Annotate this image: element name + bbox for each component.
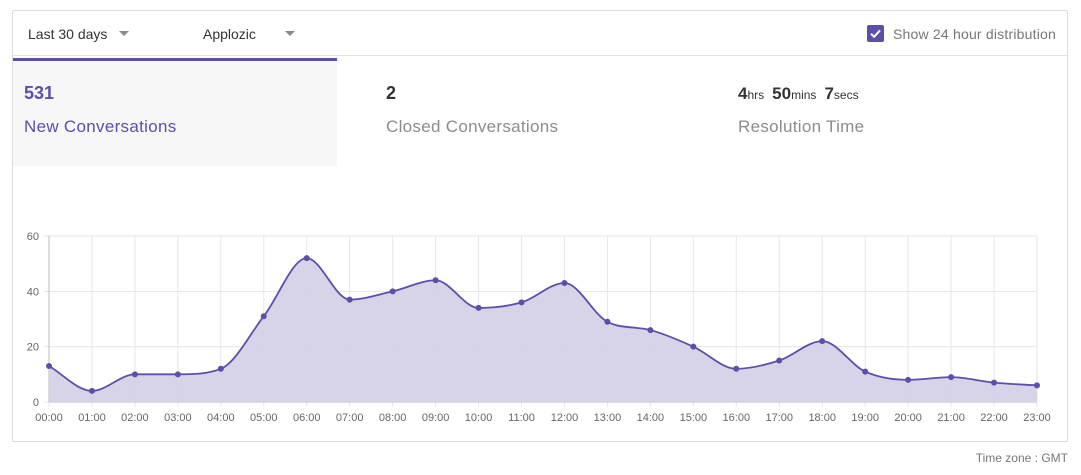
x-tick-label: 23:00 xyxy=(1023,412,1051,424)
x-tick-label: 11:00 xyxy=(508,412,535,424)
resolution-mins-unit: mins xyxy=(791,88,817,102)
data-point xyxy=(991,379,998,386)
x-tick-label: 07:00 xyxy=(336,412,364,424)
distribution-toggle[interactable]: Show 24 hour distribution xyxy=(867,11,1056,56)
data-point xyxy=(819,338,826,345)
x-tick-label: 15:00 xyxy=(680,412,708,424)
x-tick-label: 13:00 xyxy=(594,412,622,424)
data-point xyxy=(905,376,912,383)
y-tick-label: 60 xyxy=(27,231,39,243)
new-conversations-value: 531 xyxy=(24,83,55,103)
data-point xyxy=(389,288,396,295)
x-tick-label: 06:00 xyxy=(293,412,321,424)
x-tick-label: 20:00 xyxy=(894,412,922,424)
x-tick-label: 01:00 xyxy=(78,412,106,424)
new-conversations-label: New Conversations xyxy=(24,117,177,136)
data-point xyxy=(604,318,611,325)
closed-conversations-label: Closed Conversations xyxy=(386,117,559,136)
x-tick-label: 21:00 xyxy=(937,412,965,424)
data-point xyxy=(1034,382,1040,389)
data-point xyxy=(690,343,697,350)
x-tick-label: 10:00 xyxy=(465,412,493,424)
x-tick-label: 02:00 xyxy=(121,412,149,424)
x-tick-label: 16:00 xyxy=(723,412,751,424)
application-label: Applozic xyxy=(203,25,256,42)
data-point xyxy=(217,365,224,372)
distribution-label: Show 24 hour distribution xyxy=(893,25,1056,42)
data-point xyxy=(260,313,267,320)
y-tick-label: 40 xyxy=(27,286,39,298)
filter-toolbar: Last 30 days Applozic Show 24 hour distr… xyxy=(13,11,1067,56)
application-dropdown[interactable]: Applozic xyxy=(203,11,295,56)
tab-closed-conversations[interactable]: 2 Closed Conversations xyxy=(375,58,699,166)
x-tick-label: 00:00 xyxy=(35,412,63,424)
data-point xyxy=(346,296,353,303)
tab-resolution-time[interactable]: 4hrs 50mins 7secs Resolution Time xyxy=(727,58,1051,166)
date-range-label: Last 30 days xyxy=(28,25,108,42)
series-area xyxy=(49,258,1037,402)
data-point xyxy=(518,299,525,306)
data-point xyxy=(948,374,955,381)
x-tick-label: 03:00 xyxy=(164,412,192,424)
x-tick-label: 18:00 xyxy=(808,412,836,424)
data-point xyxy=(174,371,181,378)
check-icon xyxy=(870,29,881,39)
x-tick-label: 08:00 xyxy=(379,412,407,424)
distribution-checkbox[interactable] xyxy=(867,25,884,42)
data-point xyxy=(776,357,783,364)
x-tick-label: 22:00 xyxy=(980,412,1008,424)
x-tick-label: 09:00 xyxy=(422,412,450,424)
caret-down-icon xyxy=(119,31,130,36)
resolution-mins: 50 xyxy=(772,84,792,103)
resolution-secs-unit: secs xyxy=(833,88,859,102)
data-point xyxy=(303,255,310,262)
data-point xyxy=(733,365,740,372)
x-tick-label: 17:00 xyxy=(765,412,793,424)
resolution-hours: 4 xyxy=(738,84,748,103)
data-point xyxy=(46,363,52,370)
hourly-distribution-chart: 0 20 40 60 00:00 01:00 02:00 03:00 04:00 05:00 06:… xyxy=(27,231,1051,424)
x-tick-label: 19:00 xyxy=(851,412,879,424)
x-tick-label: 12:00 xyxy=(551,412,579,424)
timezone-note: Time zone : GMT xyxy=(975,451,1068,465)
data-point xyxy=(561,280,568,287)
caret-down-icon xyxy=(284,31,295,36)
data-point xyxy=(131,371,138,378)
resolution-hours-unit: hrs xyxy=(747,88,765,102)
data-point xyxy=(647,327,654,334)
data-point xyxy=(432,277,439,284)
y-tick-label: 20 xyxy=(27,342,39,354)
resolution-secs: 7 xyxy=(824,84,834,103)
resolution-time-label: Resolution Time xyxy=(738,117,865,136)
data-point xyxy=(475,304,482,311)
x-tick-label: 05:00 xyxy=(250,412,278,424)
date-range-dropdown[interactable]: Last 30 days xyxy=(28,11,130,56)
tab-new-conversations[interactable]: 531 New Conversations xyxy=(13,58,337,166)
x-tick-label: 04:00 xyxy=(207,412,235,424)
y-tick-label: 0 xyxy=(33,397,39,409)
x-tick-label: 14:00 xyxy=(637,412,665,424)
closed-conversations-value: 2 xyxy=(386,83,397,103)
data-point xyxy=(862,368,869,375)
data-point xyxy=(88,387,95,394)
resolution-time-value: 4hrs 50mins 7secs xyxy=(738,83,862,104)
